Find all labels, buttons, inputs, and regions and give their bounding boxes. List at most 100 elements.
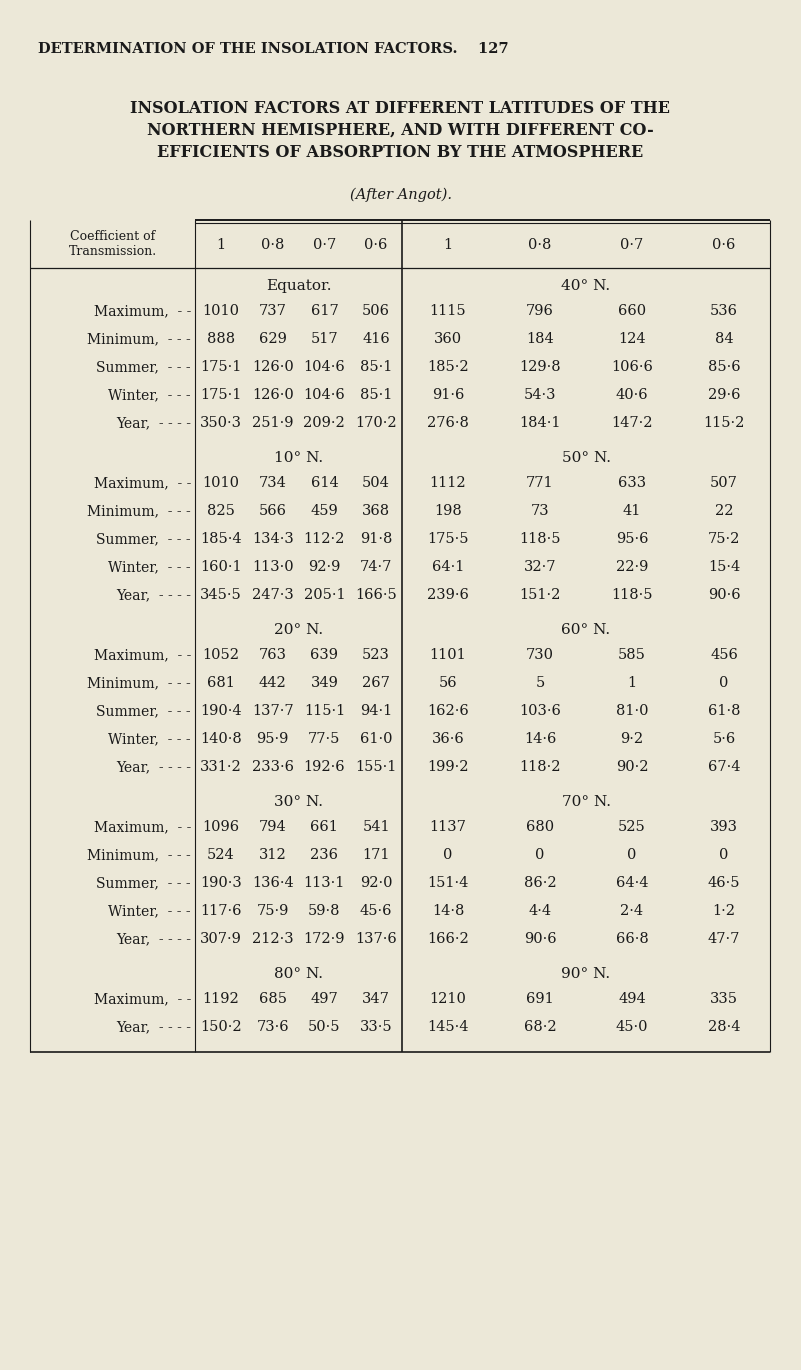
Text: 681: 681 bbox=[207, 675, 235, 690]
Text: 136·4: 136·4 bbox=[252, 875, 293, 891]
Text: 1·2: 1·2 bbox=[713, 904, 735, 918]
Text: 1115: 1115 bbox=[429, 304, 466, 318]
Text: 730: 730 bbox=[526, 648, 554, 662]
Text: 73: 73 bbox=[531, 504, 549, 518]
Text: 360: 360 bbox=[434, 332, 462, 347]
Text: Minimum,  - - -: Minimum, - - - bbox=[87, 504, 191, 518]
Text: 1192: 1192 bbox=[203, 992, 239, 1006]
Text: Minimum,  - - -: Minimum, - - - bbox=[87, 848, 191, 862]
Text: 155·1: 155·1 bbox=[356, 760, 396, 774]
Text: 118·5: 118·5 bbox=[519, 532, 561, 547]
Text: Year,  - - - -: Year, - - - - bbox=[116, 588, 191, 601]
Text: 0·8: 0·8 bbox=[261, 238, 284, 252]
Text: 0: 0 bbox=[719, 848, 729, 862]
Text: 633: 633 bbox=[618, 475, 646, 490]
Text: 1010: 1010 bbox=[203, 304, 239, 318]
Text: 541: 541 bbox=[362, 821, 390, 834]
Text: Minimum,  - - -: Minimum, - - - bbox=[87, 332, 191, 347]
Text: 1112: 1112 bbox=[429, 475, 466, 490]
Text: 192·6: 192·6 bbox=[304, 760, 345, 774]
Text: 1: 1 bbox=[216, 238, 225, 252]
Text: Summer,  - - -: Summer, - - - bbox=[96, 360, 191, 374]
Text: 59·8: 59·8 bbox=[308, 904, 340, 918]
Text: 10° N.: 10° N. bbox=[274, 451, 323, 464]
Text: 106·6: 106·6 bbox=[611, 360, 653, 374]
Text: 209·2: 209·2 bbox=[304, 416, 345, 430]
Text: Year,  - - - -: Year, - - - - bbox=[116, 1021, 191, 1034]
Text: 190·4: 190·4 bbox=[200, 704, 242, 718]
Text: 60° N.: 60° N. bbox=[562, 623, 610, 637]
Text: 763: 763 bbox=[259, 648, 287, 662]
Text: 40° N.: 40° N. bbox=[562, 279, 610, 293]
Text: Winter,  - - -: Winter, - - - bbox=[108, 560, 191, 574]
Text: 45·0: 45·0 bbox=[616, 1021, 648, 1034]
Text: 68·2: 68·2 bbox=[524, 1021, 557, 1034]
Text: Maximum,  - -: Maximum, - - bbox=[94, 992, 191, 1006]
Text: 1210: 1210 bbox=[429, 992, 466, 1006]
Text: 680: 680 bbox=[526, 821, 554, 834]
Text: 0·7: 0·7 bbox=[621, 238, 644, 252]
Text: 75·9: 75·9 bbox=[256, 904, 289, 918]
Text: NORTHERN HEMISPHERE, AND WITH DIFFERENT CO-: NORTHERN HEMISPHERE, AND WITH DIFFERENT … bbox=[147, 122, 654, 138]
Text: 0: 0 bbox=[535, 848, 545, 862]
Text: 80° N.: 80° N. bbox=[274, 967, 323, 981]
Text: 166·2: 166·2 bbox=[427, 932, 469, 947]
Text: 350·3: 350·3 bbox=[200, 416, 242, 430]
Text: 794: 794 bbox=[259, 821, 287, 834]
Text: 184: 184 bbox=[526, 332, 553, 347]
Text: 661: 661 bbox=[311, 821, 338, 834]
Text: 233·6: 233·6 bbox=[252, 760, 294, 774]
Text: 84: 84 bbox=[714, 332, 733, 347]
Text: 734: 734 bbox=[259, 475, 287, 490]
Text: 91·6: 91·6 bbox=[432, 388, 465, 401]
Text: 45·6: 45·6 bbox=[360, 904, 392, 918]
Text: Year,  - - - -: Year, - - - - bbox=[116, 760, 191, 774]
Text: 90·6: 90·6 bbox=[524, 932, 557, 947]
Text: 737: 737 bbox=[259, 304, 287, 318]
Text: 239·6: 239·6 bbox=[427, 588, 469, 601]
Text: 497: 497 bbox=[311, 992, 338, 1006]
Text: 617: 617 bbox=[311, 304, 338, 318]
Text: Summer,  - - -: Summer, - - - bbox=[96, 704, 191, 718]
Text: 90° N.: 90° N. bbox=[562, 967, 610, 981]
Text: 64·1: 64·1 bbox=[432, 560, 465, 574]
Text: 691: 691 bbox=[526, 992, 553, 1006]
Text: 92·0: 92·0 bbox=[360, 875, 392, 891]
Text: Winter,  - - -: Winter, - - - bbox=[108, 904, 191, 918]
Text: 20° N.: 20° N. bbox=[274, 623, 323, 637]
Text: 536: 536 bbox=[710, 304, 738, 318]
Text: 312: 312 bbox=[259, 848, 287, 862]
Text: 5·6: 5·6 bbox=[712, 732, 735, 747]
Text: 40·6: 40·6 bbox=[616, 388, 648, 401]
Text: 459: 459 bbox=[311, 504, 338, 518]
Text: (After Angot).: (After Angot). bbox=[349, 188, 452, 203]
Text: Winter,  - - -: Winter, - - - bbox=[108, 732, 191, 747]
Text: 1137: 1137 bbox=[429, 821, 466, 834]
Text: 1: 1 bbox=[444, 238, 453, 252]
Text: 85·1: 85·1 bbox=[360, 388, 392, 401]
Text: Summer,  - - -: Summer, - - - bbox=[96, 532, 191, 547]
Text: 335: 335 bbox=[710, 992, 738, 1006]
Text: Maximum,  - -: Maximum, - - bbox=[94, 821, 191, 834]
Text: 166·5: 166·5 bbox=[356, 588, 397, 601]
Text: EFFICIENTS OF ABSORPTION BY THE ATMOSPHERE: EFFICIENTS OF ABSORPTION BY THE ATMOSPHE… bbox=[157, 144, 644, 162]
Text: 614: 614 bbox=[311, 475, 338, 490]
Text: 137·6: 137·6 bbox=[356, 932, 397, 947]
Text: INSOLATION FACTORS AT DIFFERENT LATITUDES OF THE: INSOLATION FACTORS AT DIFFERENT LATITUDE… bbox=[131, 100, 670, 116]
Text: 185·2: 185·2 bbox=[427, 360, 469, 374]
Text: 61·0: 61·0 bbox=[360, 732, 392, 747]
Text: 190·3: 190·3 bbox=[200, 875, 242, 891]
Text: 151·2: 151·2 bbox=[519, 588, 561, 601]
Text: 104·6: 104·6 bbox=[304, 388, 345, 401]
Text: 393: 393 bbox=[710, 821, 738, 834]
Text: 54·3: 54·3 bbox=[524, 388, 556, 401]
Text: 345·5: 345·5 bbox=[200, 588, 242, 601]
Text: 566: 566 bbox=[259, 504, 287, 518]
Text: 524: 524 bbox=[207, 848, 235, 862]
Text: 175·1: 175·1 bbox=[200, 388, 242, 401]
Text: 28·4: 28·4 bbox=[708, 1021, 740, 1034]
Text: Year,  - - - -: Year, - - - - bbox=[116, 932, 191, 947]
Text: 0·7: 0·7 bbox=[312, 238, 336, 252]
Text: 81·0: 81·0 bbox=[616, 704, 648, 718]
Text: 171: 171 bbox=[362, 848, 390, 862]
